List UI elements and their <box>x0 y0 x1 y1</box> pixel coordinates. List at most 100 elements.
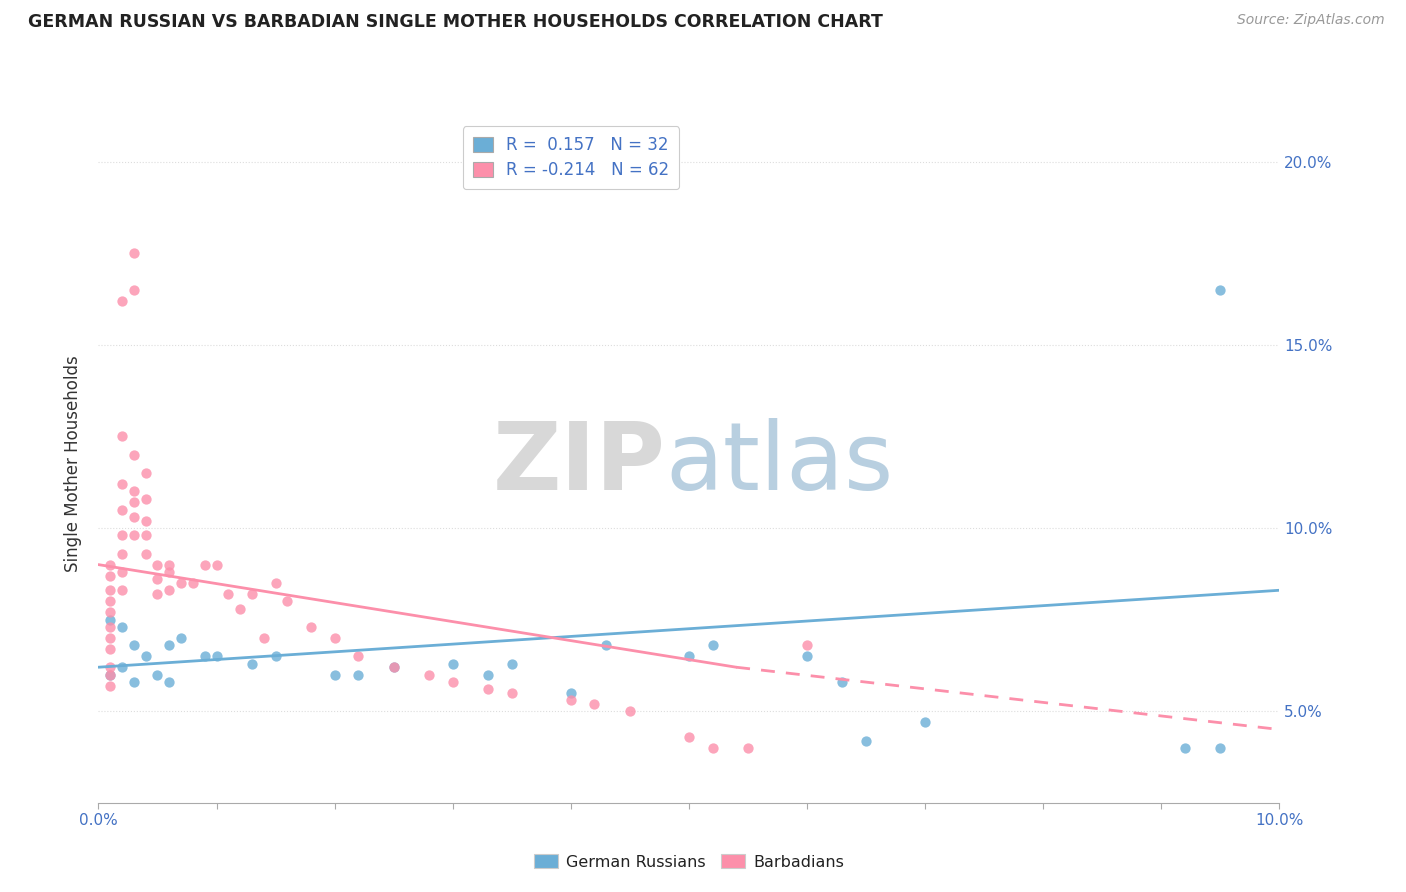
Point <box>619 704 641 718</box>
Point <box>477 667 499 681</box>
Text: Source: ZipAtlas.com: Source: ZipAtlas.com <box>1237 13 1385 28</box>
Point <box>98 594 121 608</box>
Point <box>122 495 145 509</box>
Point <box>122 674 145 689</box>
Point <box>122 484 145 499</box>
Point <box>240 587 263 601</box>
Point <box>98 631 121 645</box>
Point <box>194 558 217 572</box>
Point <box>323 631 346 645</box>
Point <box>477 682 499 697</box>
Point <box>111 660 134 674</box>
Point <box>194 649 217 664</box>
Point <box>299 620 322 634</box>
Point <box>98 660 121 674</box>
Text: atlas: atlas <box>665 417 894 510</box>
Point <box>98 641 121 656</box>
Point <box>98 558 121 572</box>
Point <box>122 283 145 297</box>
Point <box>240 657 263 671</box>
Point <box>583 697 606 711</box>
Y-axis label: Single Mother Households: Single Mother Households <box>65 356 83 572</box>
Point <box>702 740 724 755</box>
Point <box>111 293 134 308</box>
Point <box>111 565 134 579</box>
Point <box>205 558 228 572</box>
Point <box>111 547 134 561</box>
Point <box>157 674 180 689</box>
Point <box>737 740 759 755</box>
Point <box>111 502 134 516</box>
Point <box>157 558 180 572</box>
Point <box>264 649 287 664</box>
Point <box>441 674 464 689</box>
Point <box>111 620 134 634</box>
Point <box>111 583 134 598</box>
Point <box>98 667 121 681</box>
Point <box>146 558 169 572</box>
Point <box>98 620 121 634</box>
Point <box>181 576 204 591</box>
Point <box>122 528 145 542</box>
Point <box>98 583 121 598</box>
Point <box>98 568 121 582</box>
Point <box>146 667 169 681</box>
Point <box>98 667 121 681</box>
Point <box>98 679 121 693</box>
Point <box>217 587 239 601</box>
Point <box>146 572 169 586</box>
Point <box>418 667 440 681</box>
Point <box>205 649 228 664</box>
Point <box>1209 740 1232 755</box>
Point <box>347 667 370 681</box>
Point <box>382 660 405 674</box>
Point <box>702 638 724 652</box>
Point <box>135 649 157 664</box>
Point <box>135 491 157 506</box>
Point <box>135 528 157 542</box>
Point <box>111 429 134 443</box>
Point <box>157 583 180 598</box>
Point <box>122 638 145 652</box>
Point <box>170 631 193 645</box>
Point <box>135 466 157 480</box>
Point <box>560 693 582 707</box>
Point <box>1209 283 1232 297</box>
Point <box>914 715 936 730</box>
Point <box>501 686 523 700</box>
Point <box>146 587 169 601</box>
Point <box>122 246 145 260</box>
Point <box>678 649 700 664</box>
Point <box>678 730 700 744</box>
Point <box>157 638 180 652</box>
Point <box>323 667 346 681</box>
Point <box>98 613 121 627</box>
Point <box>560 686 582 700</box>
Point <box>253 631 276 645</box>
Point <box>796 638 818 652</box>
Point <box>157 565 180 579</box>
Point <box>831 674 853 689</box>
Point <box>595 638 617 652</box>
Point <box>111 528 134 542</box>
Point <box>122 510 145 524</box>
Point <box>1174 740 1197 755</box>
Point <box>111 477 134 491</box>
Legend: German Russians, Barbadians: German Russians, Barbadians <box>527 847 851 876</box>
Point <box>264 576 287 591</box>
Point <box>122 448 145 462</box>
Point <box>796 649 818 664</box>
Text: ZIP: ZIP <box>492 417 665 510</box>
Point <box>441 657 464 671</box>
Point <box>276 594 298 608</box>
Point <box>382 660 405 674</box>
Point <box>98 605 121 619</box>
Point <box>170 576 193 591</box>
Point <box>855 733 877 747</box>
Point <box>135 514 157 528</box>
Point <box>347 649 370 664</box>
Point <box>229 601 252 615</box>
Point <box>501 657 523 671</box>
Point <box>135 547 157 561</box>
Text: GERMAN RUSSIAN VS BARBADIAN SINGLE MOTHER HOUSEHOLDS CORRELATION CHART: GERMAN RUSSIAN VS BARBADIAN SINGLE MOTHE… <box>28 13 883 31</box>
